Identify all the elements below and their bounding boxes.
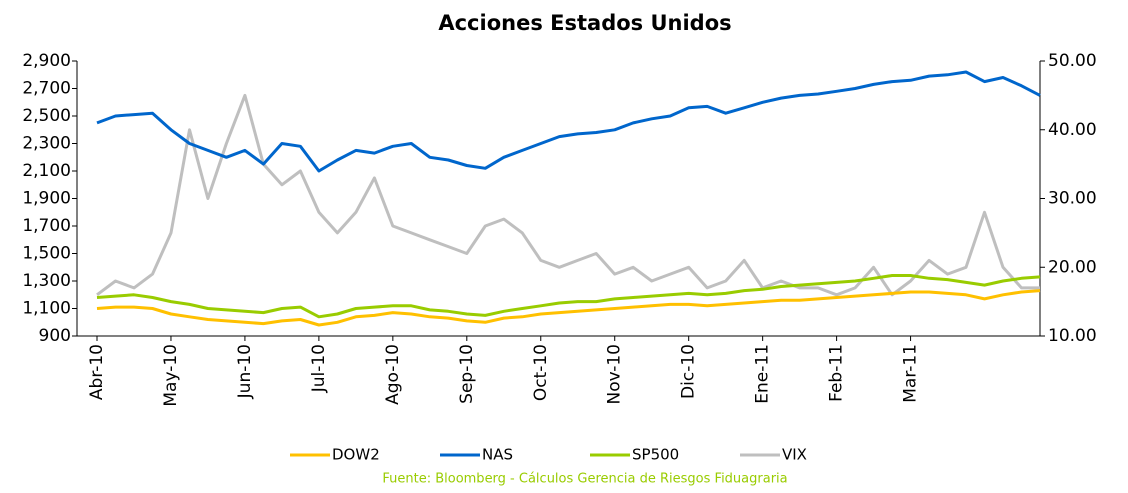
- y-tick-label: 1,500: [22, 244, 71, 264]
- series-line: [96, 289, 1041, 327]
- y-tick-label: 2,100: [22, 161, 71, 181]
- x-tick-label: Jun-10: [235, 344, 255, 399]
- x-tick-label: Abr-10: [87, 344, 107, 400]
- x-tick-label: Ene-11: [753, 344, 773, 404]
- y-tick-label: 1,700: [22, 216, 71, 236]
- x-tick-label: Oct-10: [531, 344, 551, 401]
- source-note: Fuente: Bloomberg - Cálculos Gerencia de…: [382, 472, 787, 487]
- x-tick-label: Feb-11: [827, 344, 847, 402]
- series-line: [96, 70, 1041, 173]
- x-tick-label: Nov-10: [605, 344, 625, 405]
- y2-tick-label: 40.00: [1048, 120, 1097, 140]
- legend-label: DOW2: [332, 446, 380, 464]
- y-tick-label: 2,500: [22, 106, 71, 126]
- y-tick-label: 900: [39, 326, 71, 346]
- y-tick-label: 1,900: [22, 189, 71, 209]
- x-tick-label: Ago-10: [383, 344, 403, 405]
- legend-label: VIX: [782, 446, 807, 464]
- chart-title: Acciones Estados Unidos: [438, 11, 731, 35]
- x-tick-label: Dic-10: [679, 344, 699, 399]
- x-tick-label: Mar-11: [901, 344, 921, 403]
- y-tick-label: 1,100: [22, 299, 71, 319]
- x-tick-label: May-10: [161, 344, 181, 407]
- x-tick-label: Sep-10: [457, 344, 477, 404]
- series-line: [96, 274, 1041, 319]
- y-tick-label: 2,900: [22, 51, 71, 71]
- y2-tick-label: 30.00: [1048, 189, 1097, 209]
- legend-label: SP500: [632, 446, 679, 464]
- y-tick-label: 1,300: [22, 271, 71, 291]
- y-tick-label: 2,300: [22, 134, 71, 154]
- y2-tick-label: 50.00: [1048, 51, 1097, 71]
- y2-tick-label: 20.00: [1048, 257, 1097, 277]
- legend-label: NAS: [482, 446, 513, 464]
- y2-tick-label: 10.00: [1048, 326, 1097, 346]
- x-tick-label: Jul-10: [309, 344, 329, 393]
- y-tick-label: 2,700: [22, 79, 71, 99]
- series-line: [96, 93, 1040, 297]
